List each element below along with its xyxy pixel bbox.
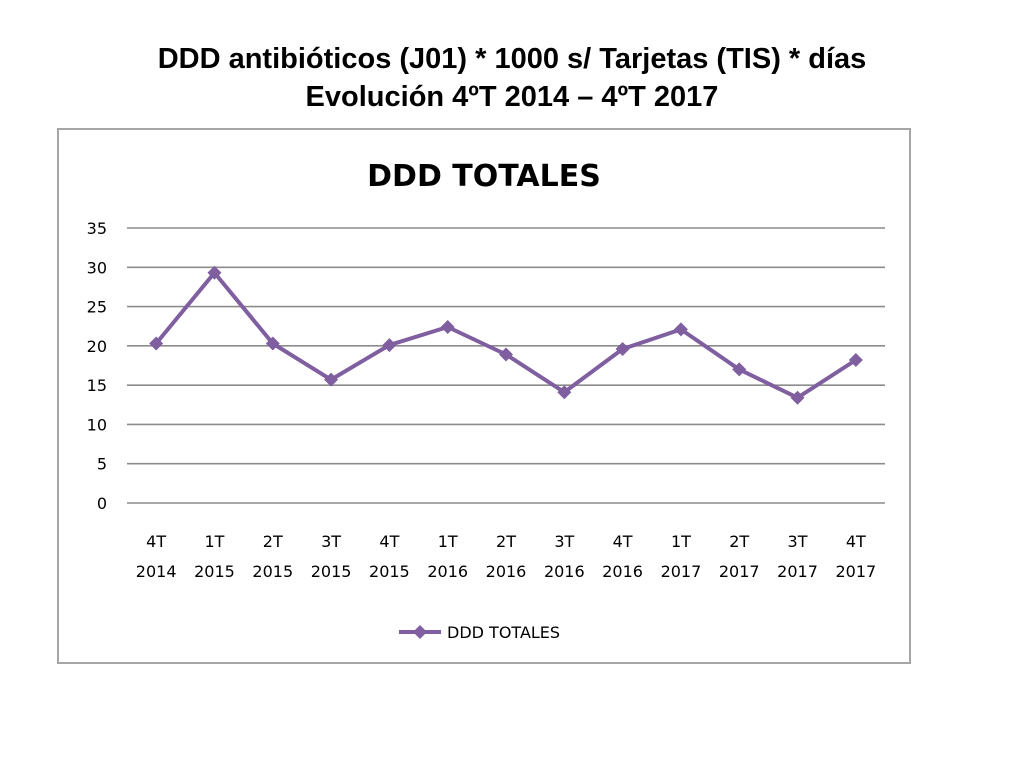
y-tick-label-30: 30	[87, 258, 107, 277]
data-point	[499, 347, 513, 362]
data-point	[673, 322, 688, 337]
x-tick-label-year: 2015	[252, 562, 293, 581]
x-tick-label-quarter: 1T	[438, 532, 458, 551]
data-point	[382, 338, 397, 353]
x-tick-label-quarter: 4T	[613, 532, 633, 551]
x-tick-label-quarter: 4T	[379, 532, 399, 551]
data-point	[265, 336, 280, 351]
x-tick-label-quarter: 1T	[204, 532, 224, 551]
chart-title: DDD TOTALES	[367, 159, 601, 194]
x-tick-label-quarter: 2T	[263, 532, 283, 551]
slide-title: DDD antibióticos (J01) * 1000 s/ Tarjeta…	[0, 40, 1024, 116]
x-tick-label-year: 2016	[544, 562, 585, 581]
x-tick-label-year: 2016	[486, 562, 527, 581]
x-tick-label-year: 2015	[311, 562, 352, 581]
x-tick-label-year: 2017	[661, 562, 702, 581]
series-line-0	[154, 270, 857, 400]
x-tick-label-year: 2017	[835, 562, 876, 581]
x-tick-label-year: 2014	[136, 562, 177, 581]
data-point	[557, 385, 572, 400]
legend-label: DDD TOTALES	[447, 623, 560, 642]
y-tick-label-15: 15	[87, 376, 107, 395]
x-tick-label-year: 2017	[777, 562, 818, 581]
x-tick-label-quarter: 2T	[729, 532, 749, 551]
x-tick-label-year: 2016	[602, 562, 643, 581]
data-point	[732, 362, 747, 377]
slide-title-line-1: DDD antibióticos (J01) * 1000 s/ Tarjeta…	[157, 43, 867, 75]
y-tick-label-20: 20	[87, 337, 107, 356]
x-tick-label-year: 2016	[427, 562, 468, 581]
y-tick-label-25: 25	[87, 298, 107, 317]
x-tick-label-quarter: 3T	[554, 532, 574, 551]
data-point	[615, 342, 630, 356]
x-tick-label-year: 2015	[369, 562, 410, 581]
data-point	[149, 336, 164, 351]
data-point	[324, 372, 339, 387]
y-tick-label-5: 5	[97, 455, 107, 474]
data-point	[440, 320, 455, 334]
x-tick-label-quarter: 4T	[846, 532, 866, 551]
x-tick-label-quarter: 3T	[788, 532, 808, 551]
data-point	[790, 390, 805, 405]
x-tick-label-year: 2015	[194, 562, 235, 581]
x-tick-label-quarter: 2T	[496, 532, 516, 551]
data-point	[207, 265, 222, 280]
x-tick-label-quarter: 1T	[671, 532, 691, 551]
y-tick-label-0: 0	[97, 494, 107, 513]
legend-marker	[413, 625, 427, 639]
x-tick-label-year: 2017	[719, 562, 760, 581]
line-chart: DDD TOTALES 0 5 10 15 20 25 30 35 4T 2014 1T 2015 2T 2…	[87, 159, 885, 642]
slide-title-line-2: Evolución 4ºT 2014 – 4ºT 2017	[305, 81, 719, 113]
chart-frame: DDD TOTALES 0 5 10 15 20 25 30 35 4T 2014 1T 2015 2T 2…	[57, 128, 911, 664]
data-point	[848, 353, 863, 367]
x-tick-label-quarter: 3T	[321, 532, 341, 551]
x-tick-label-quarter: 4T	[146, 532, 166, 551]
y-tick-label-35: 35	[87, 219, 107, 238]
y-tick-label-10: 10	[87, 415, 107, 434]
